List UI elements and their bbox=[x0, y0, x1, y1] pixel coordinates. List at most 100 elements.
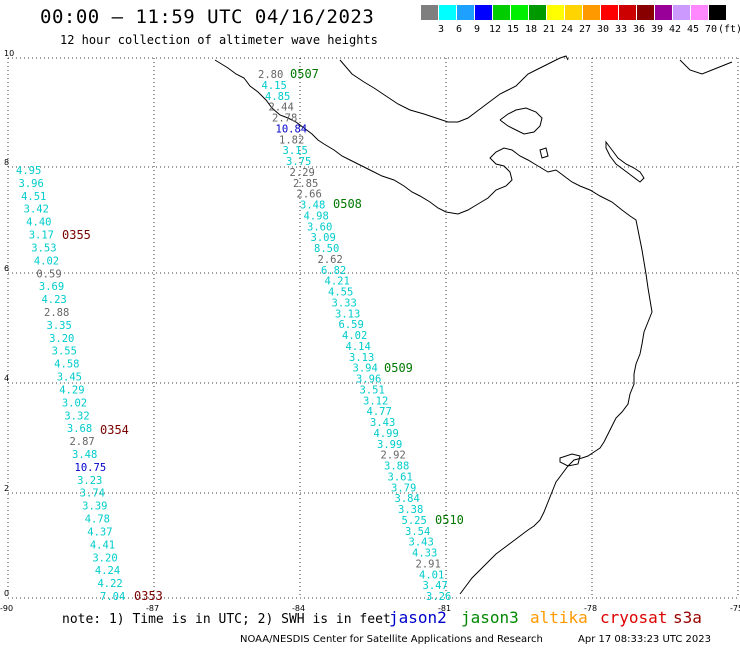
track-value: 10.84 bbox=[276, 123, 308, 135]
y-tick-label: 8 bbox=[4, 158, 9, 167]
legend-label: 21 bbox=[542, 24, 556, 35]
legend-swatch bbox=[493, 5, 510, 20]
track-value: 3.48 bbox=[300, 200, 325, 212]
y-tick-label: 4 bbox=[4, 374, 9, 383]
track-value: 3.47 bbox=[423, 580, 448, 592]
legend-label: 30 bbox=[596, 24, 610, 35]
track-time-label: 0508 bbox=[333, 197, 362, 211]
track-value: 4.02 bbox=[342, 330, 367, 342]
track-value: 3.13 bbox=[349, 352, 374, 364]
track-value: 3.61 bbox=[388, 471, 413, 483]
x-tick-label: -84 bbox=[292, 604, 305, 613]
track-value: 3.51 bbox=[360, 384, 385, 396]
track-value: 2.91 bbox=[416, 558, 441, 570]
track-value: 4.24 bbox=[95, 565, 120, 577]
track-value: 3.99 bbox=[377, 439, 402, 451]
track-value: 6.59 bbox=[339, 319, 364, 331]
coastline-gulf bbox=[499, 107, 543, 135]
track-value: 2.29 bbox=[290, 167, 315, 179]
map-grid: -90 -87 -84 -81 -78 -75 0 2 4 6 8 10 bbox=[0, 49, 740, 613]
legend-label: 12 bbox=[488, 24, 502, 35]
y-tick-label: 2 bbox=[4, 484, 9, 493]
track-value: 4.85 bbox=[265, 91, 290, 103]
timestamp: Apr 17 08:33:23 UTC 2023 bbox=[578, 634, 711, 645]
footnote: note: 1) Time is in UTC; 2) SWH is in fe… bbox=[62, 612, 391, 627]
track-value: 3.09 bbox=[311, 232, 336, 244]
coastline bbox=[214, 55, 733, 595]
track-value: 2.92 bbox=[381, 450, 406, 462]
track-value: 2.80 bbox=[258, 69, 283, 81]
coastline-north bbox=[339, 55, 569, 123]
track-value: 3.42 bbox=[24, 204, 49, 216]
track-value: 3.20 bbox=[49, 333, 74, 345]
track-value: 4.21 bbox=[325, 276, 350, 288]
coastline-peninsula bbox=[605, 140, 645, 183]
legend-label: 9 bbox=[473, 24, 481, 35]
track-value: 3.79 bbox=[391, 482, 416, 494]
x-tick-label: -90 bbox=[0, 604, 13, 613]
track-value: 4.40 bbox=[26, 217, 51, 229]
track-value: 4.55 bbox=[328, 287, 353, 299]
track-labels: 4.953.964.513.424.403.173.534.020.593.69… bbox=[16, 67, 464, 603]
legend-label: 39 bbox=[650, 24, 664, 35]
track-value: 4.51 bbox=[21, 191, 46, 203]
track-value: 3.39 bbox=[82, 501, 107, 513]
track-value: 4.29 bbox=[59, 384, 84, 396]
track-value: 4.37 bbox=[87, 526, 112, 538]
track-value: 3.48 bbox=[72, 449, 97, 461]
track-value: 4.77 bbox=[367, 406, 392, 418]
track-time-label: 0509 bbox=[384, 361, 413, 375]
track-value: 3.75 bbox=[286, 156, 311, 168]
track-value: 4.99 bbox=[374, 428, 399, 440]
track-value: 3.68 bbox=[67, 423, 92, 435]
track-value: 3.96 bbox=[19, 178, 44, 190]
track-value: 6.82 bbox=[321, 265, 346, 277]
y-tick-label: 6 bbox=[4, 264, 9, 273]
credit: NOAA/NESDIS Center for Satellite Applica… bbox=[240, 634, 543, 645]
legend-swatch bbox=[421, 5, 438, 20]
satellite-cryosat: cryosat bbox=[600, 608, 668, 627]
track-value: 4.22 bbox=[97, 578, 122, 590]
track-value: 2.85 bbox=[293, 178, 318, 190]
legend-swatch bbox=[475, 5, 492, 20]
track-value: 3.60 bbox=[307, 221, 332, 233]
track-value: 3.15 bbox=[283, 145, 308, 157]
track-value: 4.15 bbox=[262, 80, 287, 92]
page-title: 00:00 – 11:59 UTC 04/16/2023 bbox=[40, 6, 375, 28]
x-tick-label: -78 bbox=[584, 604, 597, 613]
x-tick-label: -81 bbox=[438, 604, 451, 613]
track-value: 3.88 bbox=[384, 461, 409, 473]
track-value: 3.69 bbox=[39, 281, 64, 293]
track-time-label: 0507 bbox=[290, 67, 319, 81]
track-value: 3.84 bbox=[395, 493, 420, 505]
page-subtitle: 12 hour collection of altimeter wave hei… bbox=[60, 33, 378, 47]
track-value: 4.01 bbox=[419, 569, 444, 581]
satellite-s3a: s3a bbox=[673, 608, 702, 627]
track-value: 2.62 bbox=[318, 254, 343, 266]
track-value: 3.53 bbox=[31, 242, 56, 254]
legend-swatch bbox=[565, 5, 582, 20]
track-value: 3.96 bbox=[356, 374, 381, 386]
coastline-central-america bbox=[214, 59, 653, 595]
legend-label: 15 bbox=[506, 24, 520, 35]
track-value: 2.87 bbox=[69, 436, 94, 448]
track-value: 3.94 bbox=[353, 363, 378, 375]
track-value: 3.17 bbox=[29, 230, 54, 242]
legend-label: 24 bbox=[560, 24, 574, 35]
legend-swatch bbox=[601, 5, 618, 20]
track-value: 3.12 bbox=[363, 395, 388, 407]
track-value: 3.35 bbox=[47, 320, 72, 332]
track-value: 0.59 bbox=[36, 268, 61, 280]
track-value: 1.82 bbox=[279, 134, 304, 146]
legend-label: 27 bbox=[578, 24, 592, 35]
legend-swatch bbox=[583, 5, 600, 20]
legend-swatch bbox=[655, 5, 672, 20]
track-value: 10.75 bbox=[75, 462, 107, 474]
track-time-label: 0354 bbox=[100, 423, 129, 437]
track-value: 3.43 bbox=[370, 417, 395, 429]
track-value: 3.02 bbox=[62, 397, 87, 409]
legend-label: 42 bbox=[668, 24, 682, 35]
legend-label: 36 bbox=[632, 24, 646, 35]
track-time-label: 0353 bbox=[134, 589, 163, 603]
